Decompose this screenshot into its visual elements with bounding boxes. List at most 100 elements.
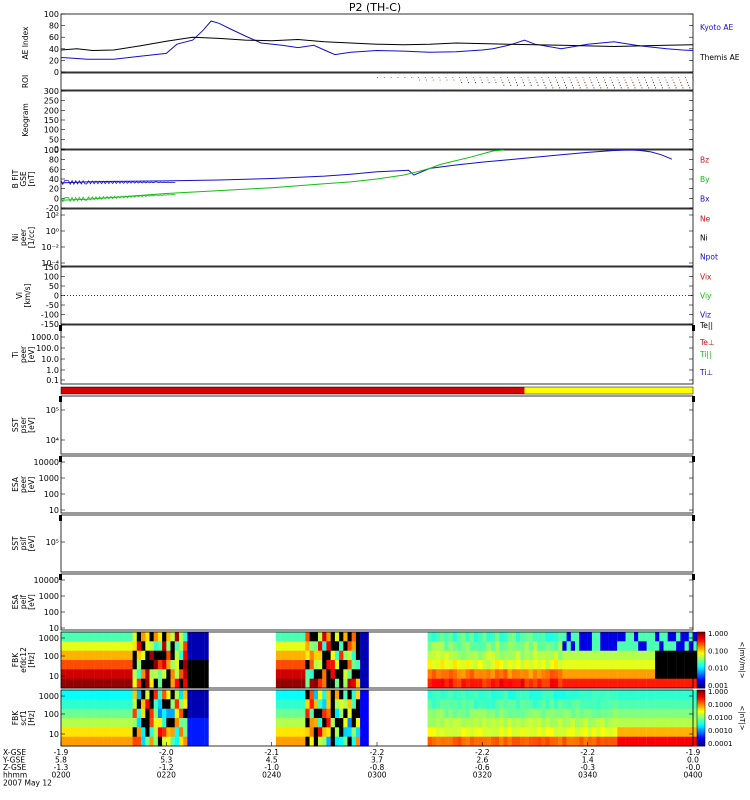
heatmap-cell [452,641,458,652]
heatmap-cell [554,718,559,728]
colorbar-frame [696,631,706,689]
heatmap-cell [566,690,571,700]
heatmap-cell [486,699,491,710]
legend-entry: Bz [700,156,709,165]
heatmap-cell [591,669,597,680]
heatmap-cell [98,727,104,738]
heatmap-cell [77,736,83,747]
heatmap-cell [170,708,175,719]
heatmap-cell [638,632,643,642]
y-tick-label: 100 [44,273,59,282]
heatmap-cell [69,736,74,747]
ephemeris-value: -1.2 [159,763,174,772]
heatmap-cell [621,632,626,642]
heatmap-cell [136,690,142,700]
heatmap-cell [343,727,348,738]
heatmap-cell [292,641,298,652]
heatmap-cell [120,718,125,728]
heatmap-cell [478,641,483,652]
heatmap-cell [174,727,180,738]
heatmap-cell [444,641,449,652]
heatmap-cell [490,641,496,652]
heatmap-cell [642,678,647,689]
heatmap-cell [94,632,100,642]
heatmap-cell [507,669,512,680]
roi-marker [577,82,579,84]
heatmap-cell [608,718,614,728]
heatmap-cell [676,632,681,642]
heatmap-cell [596,699,601,710]
heatmap-cell [688,678,694,689]
heatmap-cell [305,650,310,661]
heatmap-cell [650,650,656,661]
heatmap-cell [94,699,100,710]
y-axis-label: Ni [11,234,20,242]
heatmap-cell [195,727,201,738]
heatmap-cell [524,736,529,747]
heatmap-cell [507,690,512,700]
heatmap-cell [478,669,483,680]
heatmap-cell [98,690,104,700]
heatmap-cell [591,650,597,661]
heatmap-cell [541,718,546,728]
roi-marker [592,84,594,86]
roi-marker [616,77,618,78]
heatmap-cell [128,708,133,719]
heatmap-cell [162,632,167,642]
axis-block [59,574,62,580]
heatmap-cell [179,660,184,670]
ephemeris-value: -0.8 [370,763,385,772]
heatmap-cell [339,641,344,652]
heatmap-cell [583,736,588,747]
heatmap-cell [680,736,685,747]
heatmap-cell [330,727,336,738]
heatmap-cell [90,727,95,738]
heatmap-cell [511,660,517,670]
heatmap-cell [600,678,605,689]
heatmap-cell [65,690,70,700]
y-tick-label: 60 [49,165,59,174]
colorbar-cell [697,709,705,712]
heatmap-cell [570,678,576,689]
heatmap-cell [275,727,281,738]
heatmap-cell [638,699,643,710]
heatmap-cell [655,699,660,710]
heatmap-cell [650,660,656,670]
heatmap-cell [107,708,112,719]
heatmap-cell [591,718,597,728]
heatmap-cell [275,718,281,728]
heatmap-cell [73,632,78,642]
colorbar-cell [697,674,705,676]
heatmap-cell [339,699,344,710]
heatmap-cell [516,669,521,680]
roi-marker [502,82,504,84]
heatmap-cell [103,708,108,719]
y-tick-label: 80 [49,22,59,31]
heatmap-cell [326,718,331,728]
heatmap-cell [461,660,466,670]
heatmap-cell [596,632,601,642]
heatmap-cell [465,669,470,680]
heatmap-cell [457,699,462,710]
heatmap-cell [554,650,559,661]
heatmap-cell [478,650,483,661]
heatmap-cell [128,727,133,738]
heatmap-cell [179,718,184,728]
heatmap-cell [103,678,108,689]
heatmap-cell [355,699,361,710]
ephemeris-value: -0.3 [580,763,595,772]
heatmap-cell [275,650,281,661]
heatmap-cell [650,699,656,710]
heatmap-cell [617,632,622,642]
heatmap-cell [676,727,681,738]
heatmap-cell [347,699,352,710]
ephemeris-value: -2.1 [264,748,279,757]
heatmap-cell [431,690,437,700]
heatmap-cell [73,699,78,710]
heatmap-cell [191,650,196,661]
heatmap-cell [204,650,209,661]
heatmap-cell [532,641,538,652]
colorbar-cell [697,719,705,722]
heatmap-cell [115,632,121,642]
